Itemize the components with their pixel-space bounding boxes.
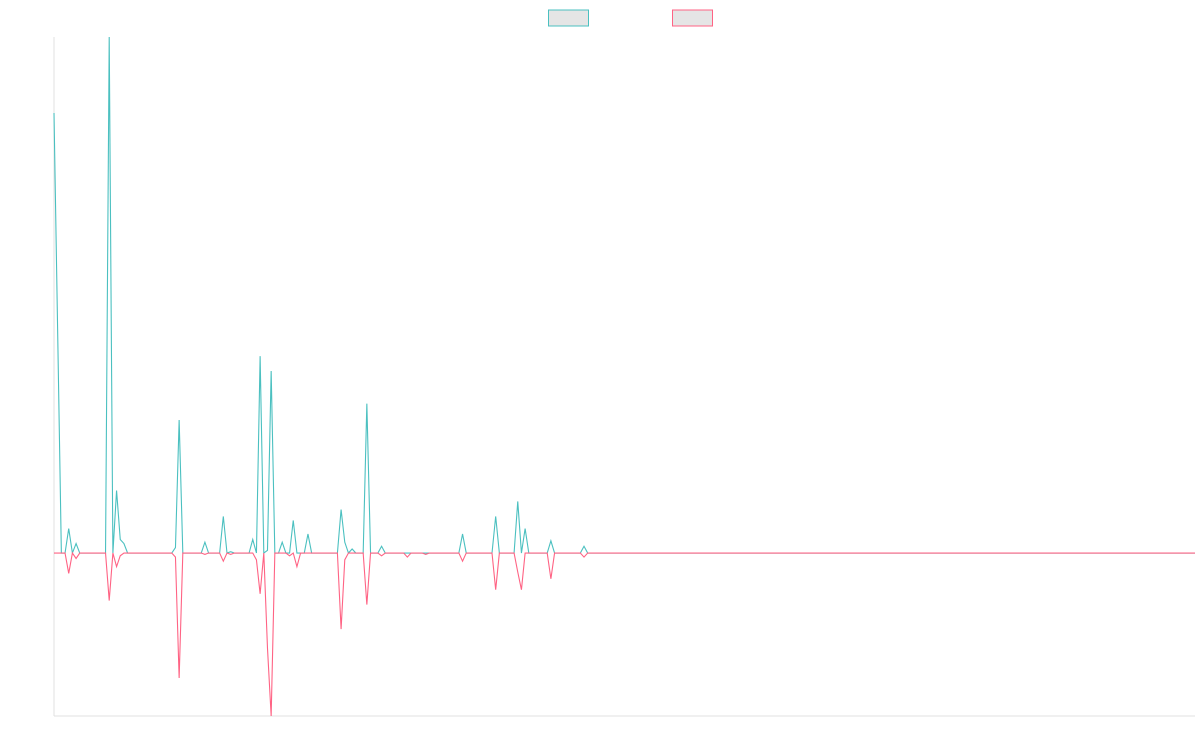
series-line-2 [54,551,1195,717]
plot-area [53,36,1195,717]
legend[interactable] [548,9,713,27]
series-line-1 [53,36,1195,556]
legend-swatch-2[interactable] [672,9,713,27]
legend-swatch-1[interactable] [548,9,589,27]
